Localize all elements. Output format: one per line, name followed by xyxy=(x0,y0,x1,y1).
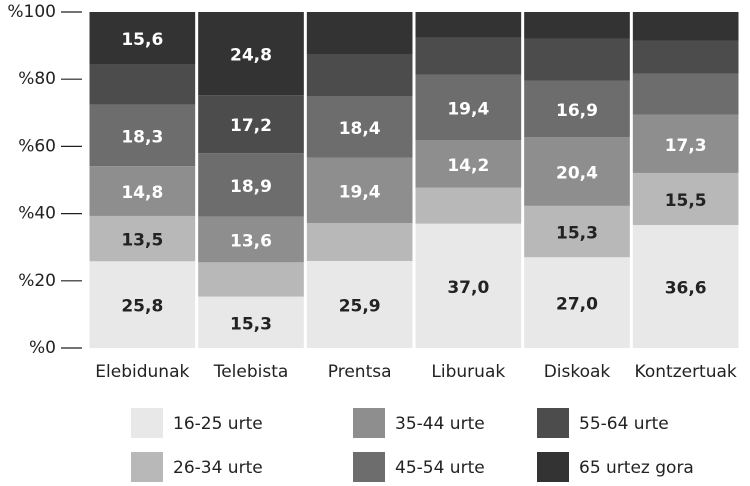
y-tick-label: %60 xyxy=(18,136,56,156)
data-label: 19,4 xyxy=(339,182,381,202)
data-label: 18,3 xyxy=(121,127,163,147)
bar-segment xyxy=(198,216,304,263)
bar-segment xyxy=(524,137,630,206)
data-label: 15,3 xyxy=(556,224,598,244)
bar-segment xyxy=(415,140,522,188)
y-tick-label: %0 xyxy=(29,338,56,358)
bar-segment xyxy=(198,153,304,217)
data-label: 15,3 xyxy=(230,314,272,334)
data-label: 13,5 xyxy=(121,231,163,251)
legend-swatch xyxy=(537,452,569,482)
bar-segment xyxy=(198,95,304,154)
bar-segment xyxy=(306,54,413,96)
data-label: 25,8 xyxy=(121,297,163,317)
legend-label: 45-54 urte xyxy=(395,458,485,478)
bar-segment xyxy=(632,40,739,74)
bar-segment xyxy=(524,257,630,348)
x-tick-label: Telebista xyxy=(213,362,289,382)
y-tick-label: %100 xyxy=(7,2,56,22)
y-tick-label: %20 xyxy=(18,271,56,291)
data-label: 14,2 xyxy=(447,156,489,176)
bar-segment xyxy=(415,12,522,38)
bar-segment xyxy=(415,37,522,75)
x-tick-label: Prentsa xyxy=(328,362,392,382)
data-label: 20,4 xyxy=(556,164,598,184)
bar-segment xyxy=(306,96,413,158)
bar-segment xyxy=(198,262,304,297)
bar-segment xyxy=(306,223,413,261)
data-label: 25,9 xyxy=(339,296,381,316)
bar-segment xyxy=(415,187,522,224)
x-tick-label: Elebidunak xyxy=(95,362,189,382)
x-tick-label: Diskoak xyxy=(544,362,611,382)
bar-segment xyxy=(632,172,739,226)
bar-segment xyxy=(415,74,522,141)
data-label: 24,8 xyxy=(230,46,272,66)
bar-segment xyxy=(198,12,304,96)
data-label: 17,2 xyxy=(230,116,272,136)
bar-segment xyxy=(306,12,413,54)
data-label: 19,4 xyxy=(447,99,489,119)
legend-swatch xyxy=(537,408,569,438)
data-label: 27,0 xyxy=(556,295,598,315)
y-tick-label: %40 xyxy=(18,204,56,224)
bar-segment xyxy=(89,166,196,216)
x-tick-label: Liburuak xyxy=(431,362,505,382)
bar-segment xyxy=(524,38,630,81)
data-label: 14,8 xyxy=(121,183,163,203)
data-label: 18,9 xyxy=(230,177,272,197)
x-tick-label: Kontzertuak xyxy=(635,362,737,382)
bar-segment xyxy=(89,64,196,105)
bar-segment xyxy=(524,80,630,138)
legend-swatch xyxy=(353,452,385,482)
bar-segment xyxy=(198,296,304,348)
bar-segment xyxy=(306,157,413,224)
bar-segment xyxy=(632,114,739,173)
bar-segment xyxy=(89,261,196,348)
bar-segment xyxy=(632,73,739,115)
bar-segment xyxy=(89,104,196,167)
bar-segment xyxy=(89,215,196,262)
legend-label: 26-34 urte xyxy=(173,458,263,478)
data-label: 36,6 xyxy=(665,279,707,299)
bar-segment xyxy=(524,205,630,258)
data-label: 16,9 xyxy=(556,101,598,121)
data-label: 37,0 xyxy=(447,278,489,298)
legend-label: 55-64 urte xyxy=(579,414,669,434)
bar-segment xyxy=(632,12,739,41)
legend-swatch xyxy=(131,408,163,438)
data-label: 13,6 xyxy=(230,231,272,251)
legend-swatch xyxy=(131,452,163,482)
bar-segment xyxy=(306,260,413,348)
legend-swatch xyxy=(353,408,385,438)
y-tick-label: %80 xyxy=(18,69,56,89)
bar-segment xyxy=(632,225,739,348)
legend-label: 16-25 urte xyxy=(173,414,263,434)
legend-label: 35-44 urte xyxy=(395,414,485,434)
data-label: 17,3 xyxy=(665,136,707,156)
data-label: 15,6 xyxy=(121,30,163,50)
bar-segment xyxy=(415,223,522,348)
data-label: 15,5 xyxy=(665,191,707,211)
legend-label: 65 urtez gora xyxy=(579,458,694,478)
bar-segment xyxy=(89,12,196,65)
bar-segment xyxy=(524,12,630,39)
data-label: 18,4 xyxy=(339,119,381,139)
